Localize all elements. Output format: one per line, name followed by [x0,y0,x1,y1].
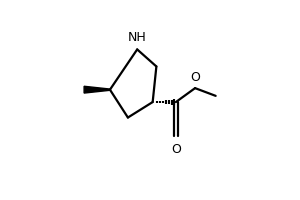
Text: NH: NH [128,31,147,44]
Text: O: O [171,143,181,156]
Text: O: O [190,71,200,84]
Polygon shape [84,87,110,94]
